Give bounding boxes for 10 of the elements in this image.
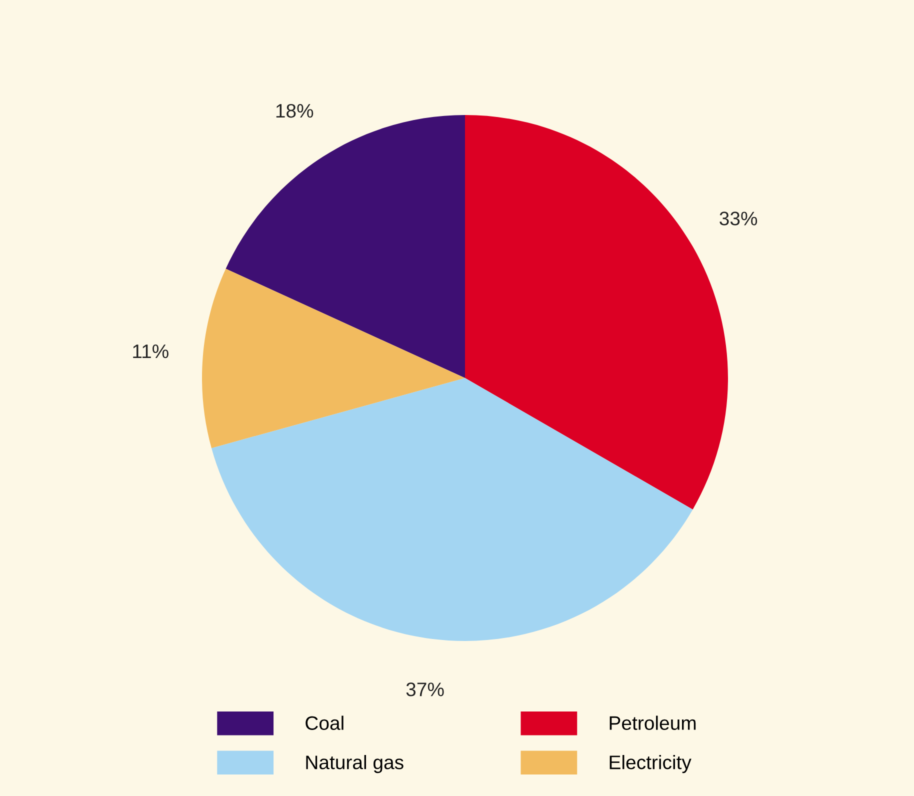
pie-slice [212, 378, 693, 641]
legend-label: Coal [306, 716, 344, 730]
data-label: 37% [406, 682, 444, 696]
pie-slice [202, 268, 465, 448]
data-label: 33% [720, 212, 758, 226]
legend-label: Natural gas [306, 754, 404, 774]
legend-label: Petroleum [610, 716, 696, 730]
data-label: 11% [133, 344, 168, 358]
legend-label: Electricity [610, 754, 692, 774]
data-label: 18% [276, 104, 314, 118]
